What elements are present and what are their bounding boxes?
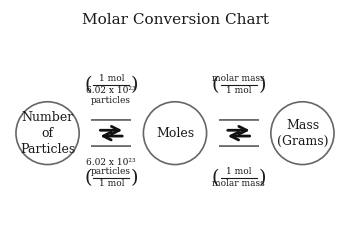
Bar <box>220 120 258 146</box>
Text: (: ( <box>84 169 92 187</box>
Text: ): ) <box>131 169 138 187</box>
Text: ): ) <box>258 169 266 187</box>
Ellipse shape <box>16 102 79 165</box>
Text: Moles: Moles <box>156 127 194 140</box>
Text: 1 mol: 1 mol <box>226 86 251 95</box>
Text: 6.02 x 10²³
particles: 6.02 x 10²³ particles <box>86 158 136 176</box>
Text: molar mass: molar mass <box>212 179 265 188</box>
Text: (: ( <box>211 169 219 187</box>
Text: ): ) <box>258 76 266 94</box>
Text: 1 mol: 1 mol <box>226 167 251 176</box>
Text: Molar Conversion Chart: Molar Conversion Chart <box>82 13 268 27</box>
Text: 6.02 x 10²³
particles: 6.02 x 10²³ particles <box>86 86 136 105</box>
Text: Mass
(Grams): Mass (Grams) <box>277 119 328 148</box>
Text: 1 mol: 1 mol <box>99 74 124 83</box>
Text: 1 mol: 1 mol <box>99 179 124 188</box>
Text: molar mass: molar mass <box>212 74 265 83</box>
Text: (: ( <box>211 76 219 94</box>
Ellipse shape <box>144 102 206 165</box>
Text: ): ) <box>131 76 138 94</box>
Text: (: ( <box>84 76 92 94</box>
Text: Number
of
Particles: Number of Particles <box>20 111 75 156</box>
Ellipse shape <box>271 102 334 165</box>
Bar <box>92 120 130 146</box>
